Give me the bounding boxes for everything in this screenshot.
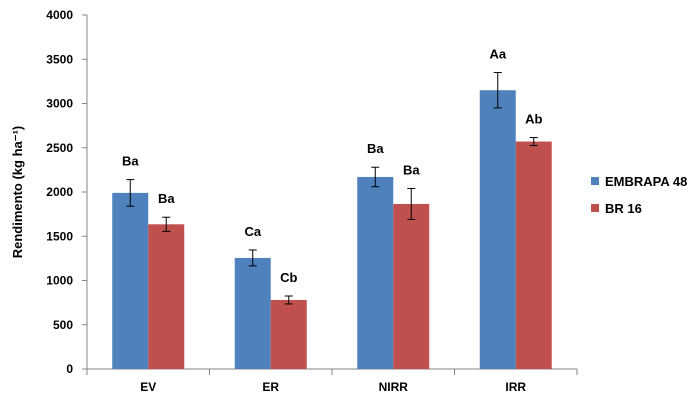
bar	[148, 224, 185, 369]
x-tick-label: ER	[262, 380, 279, 394]
data-label: Ca	[244, 224, 261, 239]
data-label: Ba	[403, 162, 420, 177]
y-tick-label: 2000	[46, 185, 73, 199]
bar	[112, 192, 149, 369]
bar	[479, 90, 516, 369]
axes: 0 500 1000 1500 2000 2500 3000 3500 4000 EV ER NIRR…	[46, 8, 578, 394]
bar	[515, 141, 552, 369]
bar	[234, 257, 271, 369]
bar	[357, 176, 394, 369]
y-tick-label: 2500	[46, 141, 73, 155]
y-tick-label: 1000	[46, 274, 73, 288]
bars	[112, 72, 552, 369]
data-label: Ba	[367, 141, 384, 156]
data-label: Ba	[158, 191, 175, 206]
legend-swatch	[591, 204, 599, 212]
data-label: Aa	[489, 47, 506, 62]
y-tick-label: 0	[66, 362, 73, 376]
y-tick-label: 500	[53, 318, 73, 332]
y-tick-label: 1500	[46, 229, 73, 243]
bar	[393, 203, 430, 369]
bar	[270, 299, 307, 369]
data-label: Cb	[280, 270, 297, 285]
legend: EMBRAPA 48 BR 16	[591, 174, 687, 216]
legend-label: BR 16	[605, 201, 642, 216]
x-tick-label: IRR	[505, 380, 526, 394]
data-labels: Ba Ca Ba Aa Ba Cb Ba Ab	[122, 47, 543, 285]
data-label: Ab	[525, 112, 542, 127]
x-tick-label: EV	[140, 380, 156, 394]
y-tick-label: 3000	[46, 97, 73, 111]
y-tick-label: 3500	[46, 52, 73, 66]
legend-swatch	[591, 177, 599, 185]
x-tick-label: NIRR	[379, 380, 409, 394]
legend-label: EMBRAPA 48	[605, 174, 687, 189]
y-axis-label: Rendimento (kg ha⁻¹)	[10, 126, 25, 259]
data-label: Ba	[122, 154, 139, 169]
y-tick-label: 4000	[46, 8, 73, 22]
